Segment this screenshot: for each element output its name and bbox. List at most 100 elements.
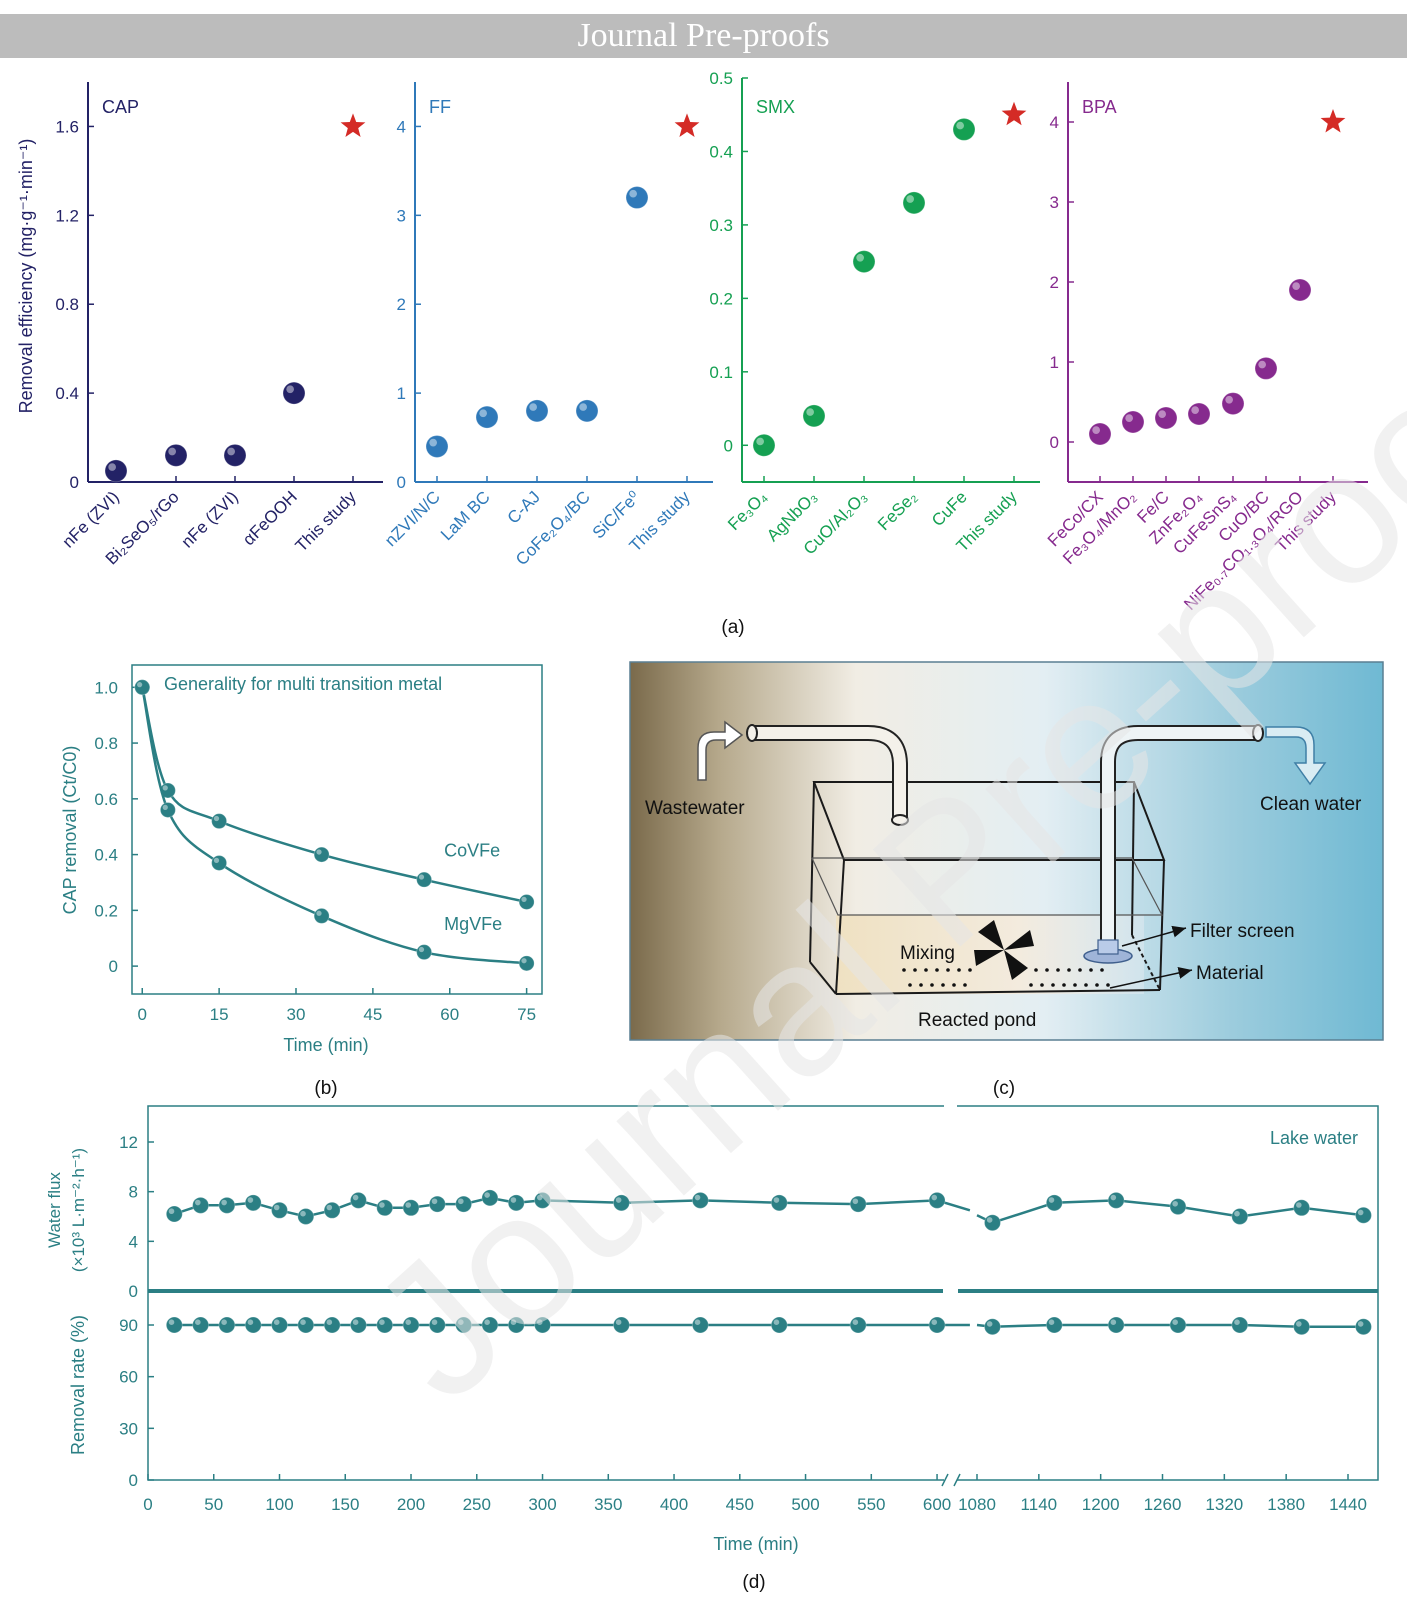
material-dot — [919, 983, 923, 987]
material-dot — [1106, 983, 1110, 987]
banner-title: Journal Pre-proofs — [577, 17, 830, 54]
removal-right-point — [1293, 1318, 1311, 1336]
x-tick-label: 60 — [440, 1005, 459, 1024]
removal-left-point-highlight — [773, 1319, 780, 1325]
x-tick-label: 1320 — [1205, 1495, 1243, 1514]
flux-right-point-highlight — [1234, 1210, 1240, 1217]
data-point-MgVFe — [313, 907, 330, 924]
material-dot — [1089, 968, 1093, 972]
y-tick-label: 30 — [119, 1419, 138, 1438]
flux-left-point-highlight — [773, 1197, 780, 1203]
panel-title: CAP — [102, 97, 139, 117]
y-tick-label: 0 — [129, 1282, 138, 1301]
x-tick-label: 1080 — [958, 1495, 996, 1514]
caption-c: (c) — [993, 1078, 1015, 1099]
flux-right-point-highlight — [1110, 1194, 1117, 1201]
removal-left-point-highlight — [326, 1319, 333, 1325]
material-dot — [902, 968, 906, 972]
this-study-star — [1001, 101, 1027, 126]
flux-left-point — [192, 1196, 210, 1214]
data-point — [282, 381, 306, 405]
x-tick-label: 350 — [594, 1495, 622, 1514]
x-tick-label: 300 — [528, 1495, 556, 1514]
removal-left-point-highlight — [405, 1319, 412, 1325]
series-line-CoVFe — [141, 687, 527, 904]
flux-left-point-highlight — [615, 1197, 622, 1203]
flux-right-point-highlight — [986, 1217, 993, 1223]
flux-right-point — [1354, 1206, 1372, 1224]
material-dot — [946, 968, 950, 972]
data-point-CoVFe — [518, 893, 535, 910]
caption-a: (a) — [721, 617, 744, 638]
data-point-MgVFe-highlight — [213, 857, 220, 863]
x-tick-label: 1440 — [1329, 1495, 1367, 1514]
material-dot — [1056, 968, 1060, 972]
data-point-highlight — [227, 447, 235, 456]
data-point-MgVFe-highlight — [137, 682, 143, 688]
flux-left-point — [297, 1208, 315, 1225]
material-dot — [957, 968, 961, 972]
material-dot — [935, 968, 939, 972]
removal-right-point-highlight — [1048, 1319, 1055, 1325]
y-tick-label: 0.3 — [709, 216, 733, 235]
flux-left-point-highlight — [273, 1204, 280, 1211]
removal-left-point-highlight — [931, 1319, 938, 1325]
data-point — [802, 404, 826, 428]
flux-right-point — [1045, 1194, 1063, 1212]
material-dot — [1078, 968, 1082, 972]
y-tick-label: 4 — [397, 117, 406, 136]
y-tick-label: 0 — [1050, 433, 1059, 452]
x-category-label: nZVI/N/C — [381, 487, 444, 550]
removal-right-point — [1231, 1316, 1249, 1334]
flux-right-line — [976, 1199, 1364, 1225]
axis-break-mark — [941, 1473, 949, 1487]
removal-right-point-highlight — [986, 1321, 993, 1327]
y-tick-label: 0.8 — [94, 734, 118, 753]
outlet-pipe — [1102, 727, 1258, 940]
data-point-CoVFe — [313, 846, 330, 863]
y-axis-label: CAP removal (Ct/C0) — [60, 746, 80, 915]
material-dot — [1051, 983, 1055, 987]
y-tick-label: 4 — [129, 1232, 138, 1251]
x-tick-label: 550 — [857, 1495, 885, 1514]
removal-right-line — [976, 1323, 1364, 1328]
data-point-highlight — [1092, 426, 1100, 434]
flux-left-point-highlight — [221, 1199, 227, 1206]
flux-left-point — [507, 1194, 525, 1212]
data-point-highlight — [1292, 282, 1300, 290]
y-tick-label: 1 — [1050, 353, 1059, 372]
x-category-label: nFe (ZVI) — [178, 487, 242, 551]
y-tick-label: 1 — [397, 384, 406, 403]
y-tick-label: 4 — [1050, 113, 1059, 132]
removal-left-point — [297, 1316, 315, 1334]
removal-left-point — [244, 1316, 262, 1334]
flux-right-point — [1169, 1198, 1187, 1216]
flux-left-point-highlight — [694, 1194, 701, 1201]
filter-screen-cup — [1097, 939, 1119, 955]
y-tick-label: 0 — [129, 1471, 138, 1490]
x-tick-label: 75 — [517, 1005, 536, 1024]
x-category-label: nFe (ZVI) — [59, 487, 123, 551]
flux-left-point — [244, 1194, 262, 1212]
y-tick-label: 0.1 — [709, 363, 733, 382]
data-point-highlight — [286, 385, 294, 394]
x-tick-label: 500 — [791, 1495, 819, 1514]
flux-right-point-highlight — [1357, 1209, 1364, 1216]
y-tick-label: 8 — [129, 1183, 138, 1202]
this-study-star — [340, 113, 366, 137]
data-point-highlight — [529, 403, 538, 411]
removal-left-point — [218, 1316, 236, 1334]
series-line-MgVFe — [141, 687, 527, 965]
data-point-CoVFe-highlight — [521, 896, 527, 902]
panel-d-chart: 0 4 8 12 0 30 60 90 0 50 100 150 200 250 300 350 400 450 5… — [45, 1102, 1379, 1554]
material-dot — [1062, 983, 1066, 987]
flux-left-point — [455, 1195, 473, 1213]
x-category-label: Fe₃O₄ — [724, 487, 771, 534]
flux-left-point — [349, 1191, 367, 1209]
removal-left-point — [928, 1316, 946, 1334]
flux-left-point-highlight — [852, 1198, 859, 1205]
x-tick-label: 50 — [204, 1495, 223, 1514]
data-point — [625, 186, 649, 210]
material-dot — [1029, 983, 1033, 987]
